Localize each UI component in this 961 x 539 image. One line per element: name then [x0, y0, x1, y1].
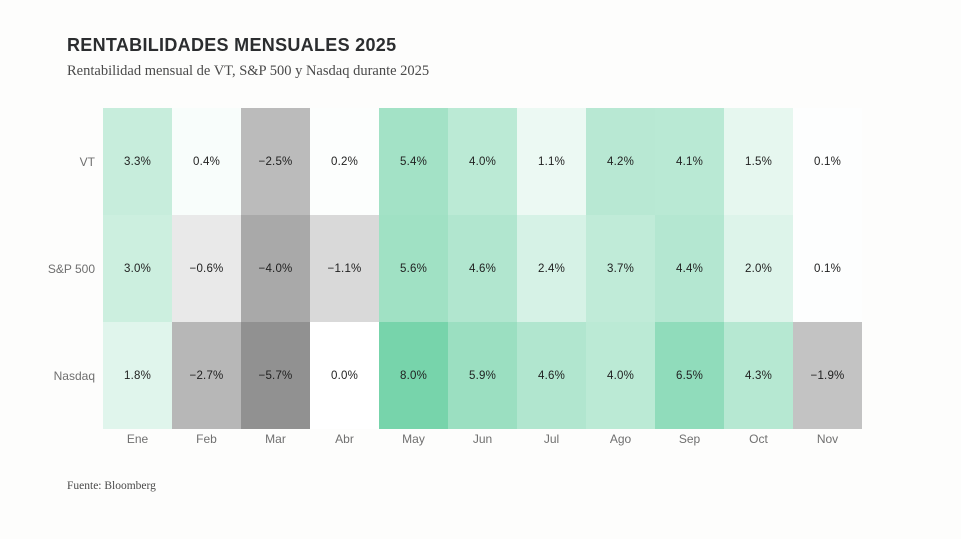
heatmap-cell: 4.0%: [586, 322, 655, 429]
heatmap-cell: 4.3%: [724, 322, 793, 429]
heatmap-cell: 0.1%: [793, 108, 862, 215]
heatmap-cell: 8.0%: [379, 322, 448, 429]
row-label: Nasdaq: [53, 368, 95, 383]
month-label: Jun: [472, 432, 493, 446]
month-label: Feb: [196, 432, 217, 446]
month-label: May: [402, 432, 425, 446]
heatmap-cell: 4.6%: [517, 322, 586, 429]
heatmap-cell: 5.4%: [379, 108, 448, 215]
heatmap-cell: 2.0%: [724, 215, 793, 322]
heatmap-cell: 4.6%: [448, 215, 517, 322]
heatmap-cell: 4.0%: [448, 108, 517, 215]
heatmap-cell: 3.3%: [103, 108, 172, 215]
month-label: Sep: [678, 432, 701, 446]
heatmap-cell: 0.2%: [310, 108, 379, 215]
heatmap: VT 3.3% 0.4% −2.5% 0.2% 5.4% 4.0% 1.1% 4.2% 4.1% 1…: [48, 108, 862, 446]
month-label: Ene: [126, 432, 149, 446]
heatmap-cell: 3.0%: [103, 215, 172, 322]
heatmap-cell: 2.4%: [517, 215, 586, 322]
heatmap-cell: 1.8%: [103, 322, 172, 429]
heatmap-cell: 3.7%: [586, 215, 655, 322]
heatmap-cell: 4.1%: [655, 108, 724, 215]
heatmap-grid: VT 3.3% 0.4% −2.5% 0.2% 5.4% 4.0% 1.1% 4.2% 4.1% 1…: [48, 108, 862, 429]
source-note: Fuente: Bloomberg: [67, 480, 156, 492]
heatmap-cell: −2.7%: [172, 322, 241, 429]
heatmap-cell: −1.9%: [793, 322, 862, 429]
heatmap-cell: 4.2%: [586, 108, 655, 215]
heatmap-cell: −2.5%: [241, 108, 310, 215]
month-label: Jul: [543, 432, 560, 446]
heatmap-cell: 0.0%: [310, 322, 379, 429]
month-label: Oct: [749, 432, 768, 446]
month-label: Nov: [816, 432, 839, 446]
heatmap-cell: −4.0%: [241, 215, 310, 322]
row-label: S&P 500: [47, 261, 95, 276]
heatmap-cell: −5.7%: [241, 322, 310, 429]
heatmap-cell: 5.6%: [379, 215, 448, 322]
page-subtitle: Rentabilidad mensual de VT, S&P 500 y Na…: [67, 63, 430, 79]
heatmap-cell: 4.4%: [655, 215, 724, 322]
month-axis: Ene Feb Mar Abr May Jun Jul Ago Sep Oct Nov: [103, 431, 862, 446]
row-label: VT: [79, 154, 95, 169]
heatmap-cell: 0.4%: [172, 108, 241, 215]
heatmap-cell: 1.1%: [517, 108, 586, 215]
heatmap-cell: −0.6%: [172, 215, 241, 322]
month-label: Mar: [265, 432, 286, 446]
month-label: Ago: [609, 432, 632, 446]
heatmap-cell: 1.5%: [724, 108, 793, 215]
page-title: RENTABILIDADES MENSUALES 2025: [67, 35, 397, 55]
heatmap-cell: 0.1%: [793, 215, 862, 322]
month-label: Abr: [335, 432, 354, 446]
heatmap-cell: 5.9%: [448, 322, 517, 429]
heatmap-cell: −1.1%: [310, 215, 379, 322]
heatmap-cell: 6.5%: [655, 322, 724, 429]
